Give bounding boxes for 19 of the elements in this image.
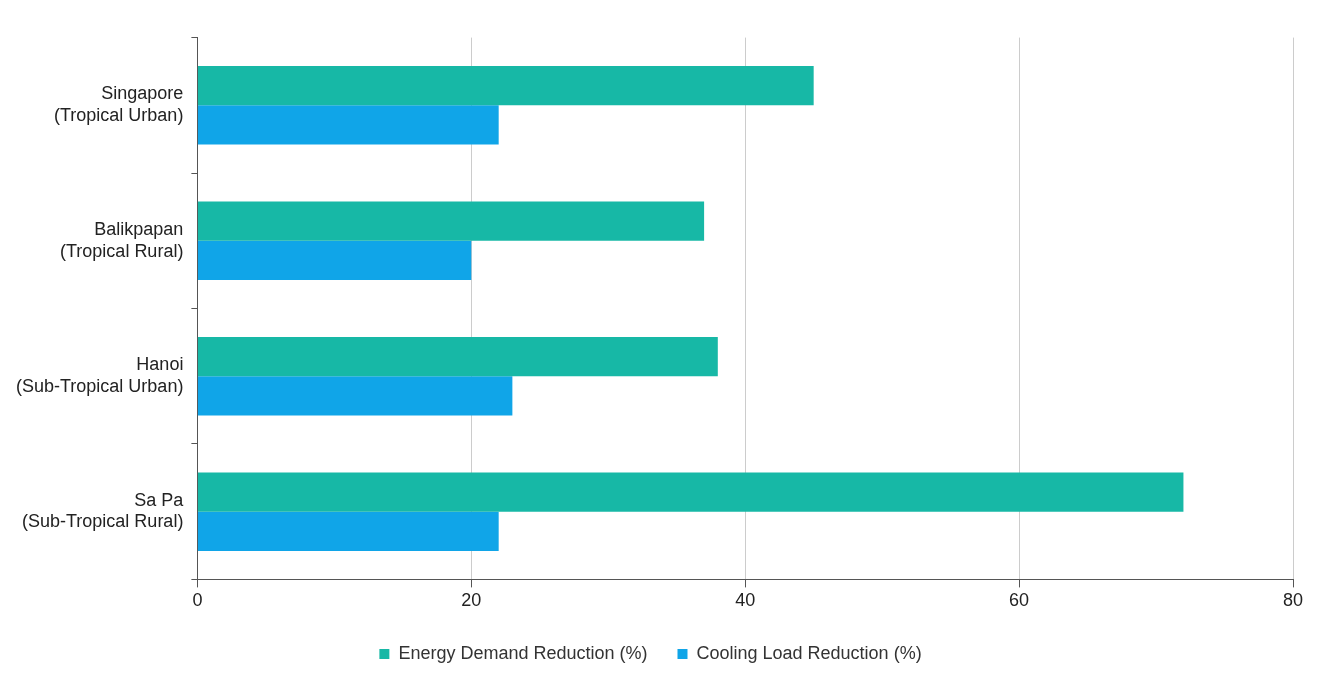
y-tick-label: Hanoi (Sub-Tropical Urban)	[16, 354, 184, 396]
bar	[197, 66, 814, 106]
bar	[197, 201, 705, 241]
x-tick-label: 40	[735, 590, 756, 611]
bar	[197, 105, 499, 145]
bar	[197, 376, 513, 416]
x-tick-label: 80	[1282, 590, 1304, 611]
bar	[197, 472, 1184, 512]
x-tick-label: 20	[461, 590, 482, 611]
y-tick-label: Sa Pa (Sub-Tropical Rural)	[22, 489, 185, 532]
bar	[197, 240, 472, 281]
x-tick-label: 0	[192, 590, 203, 611]
legend-label: Energy Demand Reduction (%)	[398, 642, 648, 663]
y-tick-label: Singapore (Tropical Urban)	[54, 83, 184, 126]
legend-label: Cooling Load Reduction (%)	[696, 642, 922, 663]
y-tick-label: Balikpapan (Tropical Rural)	[60, 218, 184, 261]
x-tick-label: 60	[1009, 590, 1030, 611]
bar	[197, 336, 718, 377]
bar	[197, 511, 499, 551]
